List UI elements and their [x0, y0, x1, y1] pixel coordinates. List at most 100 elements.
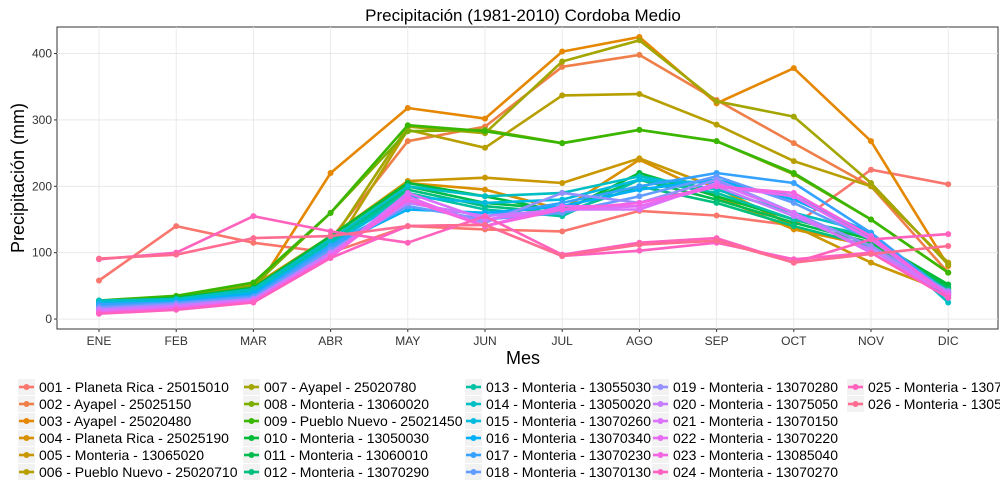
data-point: [404, 239, 411, 246]
data-point: [790, 65, 797, 72]
legend-label: 018 - Monteria - 13070130: [486, 464, 651, 480]
legend-item: 023 - Monteria - 13085040: [652, 447, 838, 463]
legend-item: 001 - Planeta Rica - 25015010: [18, 379, 229, 395]
data-point: [404, 223, 411, 230]
data-point: [713, 138, 720, 145]
data-point: [713, 98, 720, 105]
legend-item: 016 - Monteria - 13070340: [465, 430, 651, 446]
data-point: [482, 213, 488, 220]
legend-item: 021 - Monteria - 13070150: [652, 413, 838, 429]
legend-item: 020 - Monteria - 13075050: [652, 396, 838, 412]
data-point: [868, 138, 874, 145]
data-point: [868, 259, 874, 266]
data-point: [559, 92, 566, 99]
x-tick-label: JUN: [473, 334, 496, 348]
legend-key-point: [657, 384, 664, 390]
data-point: [636, 126, 643, 133]
chart-title: Precipitación (1981-2010) Cordoba Medio: [365, 6, 681, 25]
data-point: [945, 243, 952, 250]
legend-label: 023 - Monteria - 13085040: [673, 447, 838, 463]
data-point: [790, 199, 797, 206]
x-tick-label: AGO: [626, 334, 653, 348]
legend-label: 010 - Monteria - 13050030: [264, 430, 429, 446]
data-point: [945, 231, 952, 238]
data-point: [327, 209, 334, 216]
data-point: [790, 170, 797, 177]
legend-key-point: [470, 435, 477, 441]
data-point: [482, 186, 488, 193]
x-tick-label: SEP: [705, 334, 729, 348]
data-point: [636, 183, 643, 190]
legend-key-point: [248, 452, 255, 458]
data-point: [636, 241, 643, 248]
legend-item: 005 - Monteria - 13065020: [18, 447, 204, 463]
data-point: [868, 216, 874, 223]
legend-label: 017 - Monteria - 13070230: [486, 447, 651, 463]
legend-item: 022 - Monteria - 13070220: [652, 430, 838, 446]
plot-panel: [56, 26, 999, 330]
data-point: [327, 170, 334, 177]
legend-label: 002 - Ayapel - 25025150: [39, 396, 192, 412]
data-point: [482, 128, 488, 135]
legend-item: 003 - Ayapel - 25020480: [18, 413, 192, 429]
series-line: [98, 223, 949, 264]
data-point: [404, 196, 411, 203]
data-point: [945, 269, 952, 276]
legend-key-point: [657, 418, 664, 424]
data-point: [96, 277, 102, 284]
series-line: [98, 175, 950, 304]
legend-item: 025 - Monteria - 1307: [847, 379, 1000, 395]
x-tick-label: FEB: [165, 334, 188, 348]
x-tick-label: JUL: [552, 334, 574, 348]
data-point: [559, 48, 566, 55]
y-axis-title: Precipitación (mm): [8, 103, 28, 253]
series-line: [98, 123, 949, 302]
data-point: [559, 189, 566, 196]
legend-item: 002 - Ayapel - 25025150: [18, 396, 192, 412]
legend-key-point: [23, 401, 30, 407]
legend-key-point: [23, 418, 30, 424]
data-point: [559, 179, 566, 186]
series-line: [98, 185, 949, 312]
legend-key-point: [657, 469, 664, 475]
x-tick-label: MAY: [395, 334, 420, 348]
data-point: [636, 51, 643, 58]
x-tick-label: NOV: [858, 334, 884, 348]
legend-key-point: [248, 435, 255, 441]
data-point: [945, 294, 952, 301]
data-point: [404, 128, 411, 135]
data-point: [945, 261, 952, 268]
legend-key-point: [23, 384, 30, 390]
legend-item: 009 - Pueblo Nuevo - 25021450: [243, 413, 463, 429]
y-tick-label: 300: [32, 113, 52, 127]
legend-label: 001 - Planeta Rica - 25015010: [39, 379, 229, 395]
data-point: [96, 255, 102, 262]
legend-label: 014 - Monteria - 13050020: [486, 396, 651, 412]
data-point: [713, 237, 720, 244]
x-axis-title: Mes: [506, 348, 540, 368]
x-tick-label: MAR: [240, 334, 267, 348]
legend-key-point: [657, 452, 664, 458]
data-point: [636, 247, 643, 254]
legend-label: 003 - Ayapel - 25020480: [39, 413, 192, 429]
data-point: [404, 138, 411, 145]
legend-key-point: [248, 384, 255, 390]
data-point: [482, 199, 488, 206]
x-tick-label: ABR: [318, 334, 343, 348]
legend-item: 011 - Monteria - 13060010: [243, 447, 428, 463]
data-point: [790, 140, 797, 147]
legend-key-point: [470, 469, 477, 475]
data-point: [636, 199, 643, 206]
legend-label: 011 - Monteria - 13060010: [264, 447, 428, 463]
legend-label: 007 - Ayapel - 25020780: [264, 379, 417, 395]
data-point: [713, 212, 720, 219]
y-tick-label: 400: [32, 47, 52, 61]
x-tick-label: OCT: [781, 334, 807, 348]
data-point: [790, 209, 797, 216]
data-point: [250, 279, 257, 286]
y-tick-label: 100: [32, 246, 52, 260]
data-point: [404, 183, 411, 190]
legend-label: 021 - Monteria - 13070150: [673, 413, 838, 429]
legend-item: 015 - Monteria - 13070260: [465, 413, 651, 429]
